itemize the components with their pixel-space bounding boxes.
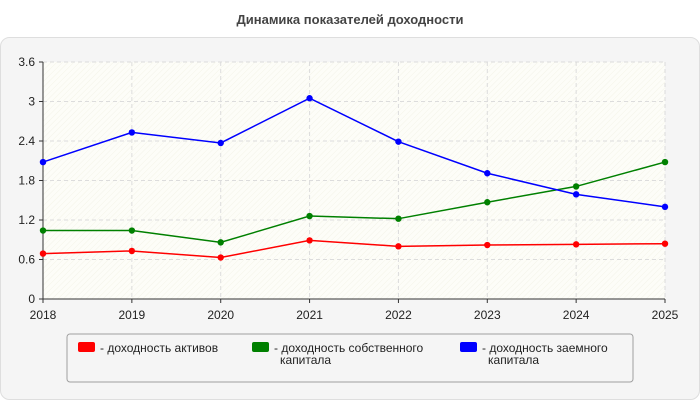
series-line-2 [43, 161, 666, 244]
legend-swatch-2 [252, 342, 269, 352]
legend: - доходность активов - доходность собстве… [78, 341, 608, 367]
data-point [39, 158, 47, 166]
x-tick-label: 2020 [207, 308, 234, 322]
y-tick-label: 0.6 [18, 253, 35, 267]
data-point [484, 170, 491, 177]
x-tick-label: 2018 [30, 308, 57, 322]
x-tick-label: 2022 [385, 308, 412, 322]
y-tick-label: 2.4 [18, 134, 35, 148]
data-point [484, 241, 491, 249]
data-point [217, 239, 224, 246]
chart-title: Динамика показателей доходности [236, 12, 463, 27]
x-tick-label: 2021 [296, 308, 323, 322]
data-point [306, 212, 313, 220]
x-tick-label: 2025 [652, 308, 679, 322]
series-layer [39, 95, 669, 261]
data-point [128, 247, 136, 255]
data-point [572, 183, 580, 190]
data-point [306, 237, 313, 244]
data-point [39, 227, 47, 234]
data-point [572, 241, 580, 248]
data-point [306, 95, 313, 102]
data-point [395, 215, 402, 222]
data-point [661, 240, 669, 247]
data-point [395, 243, 402, 250]
series-line-1 [42, 239, 666, 259]
axes: 0 0.6 1.2 1.8 2.4 3 3.6 2018 2019 2020 2021 2022 202… [18, 55, 678, 322]
y-tick-label: 1.8 [18, 174, 35, 188]
data-point [217, 139, 224, 147]
data-point [661, 203, 669, 211]
data-point [128, 227, 136, 234]
y-tick-label: 3 [28, 95, 35, 109]
legend-label: - доходность активов [100, 341, 218, 355]
series-line-3 [42, 97, 666, 208]
data-point [128, 129, 136, 136]
x-tick-label: 2024 [563, 308, 590, 322]
legend-swatch-1 [78, 342, 95, 352]
y-tick-label: 0 [28, 292, 35, 306]
legend-label: капитала [488, 353, 539, 367]
y-tick-label: 1.2 [18, 213, 35, 227]
legend-label: капитала [280, 353, 331, 367]
legend-box [66, 333, 634, 383]
data-point [217, 254, 224, 261]
x-tick-label: 2023 [474, 308, 501, 322]
legend-label: - доходность собственного [274, 341, 424, 355]
data-point [39, 250, 47, 257]
data-point [484, 199, 491, 206]
legend-swatch-3 [460, 342, 477, 352]
legend-label: - доходность заемного [482, 341, 608, 355]
data-point [572, 191, 580, 198]
x-tick-label: 2019 [119, 308, 146, 322]
data-point [395, 138, 402, 145]
y-tick-label: 3.6 [18, 55, 35, 69]
data-point [661, 158, 669, 166]
